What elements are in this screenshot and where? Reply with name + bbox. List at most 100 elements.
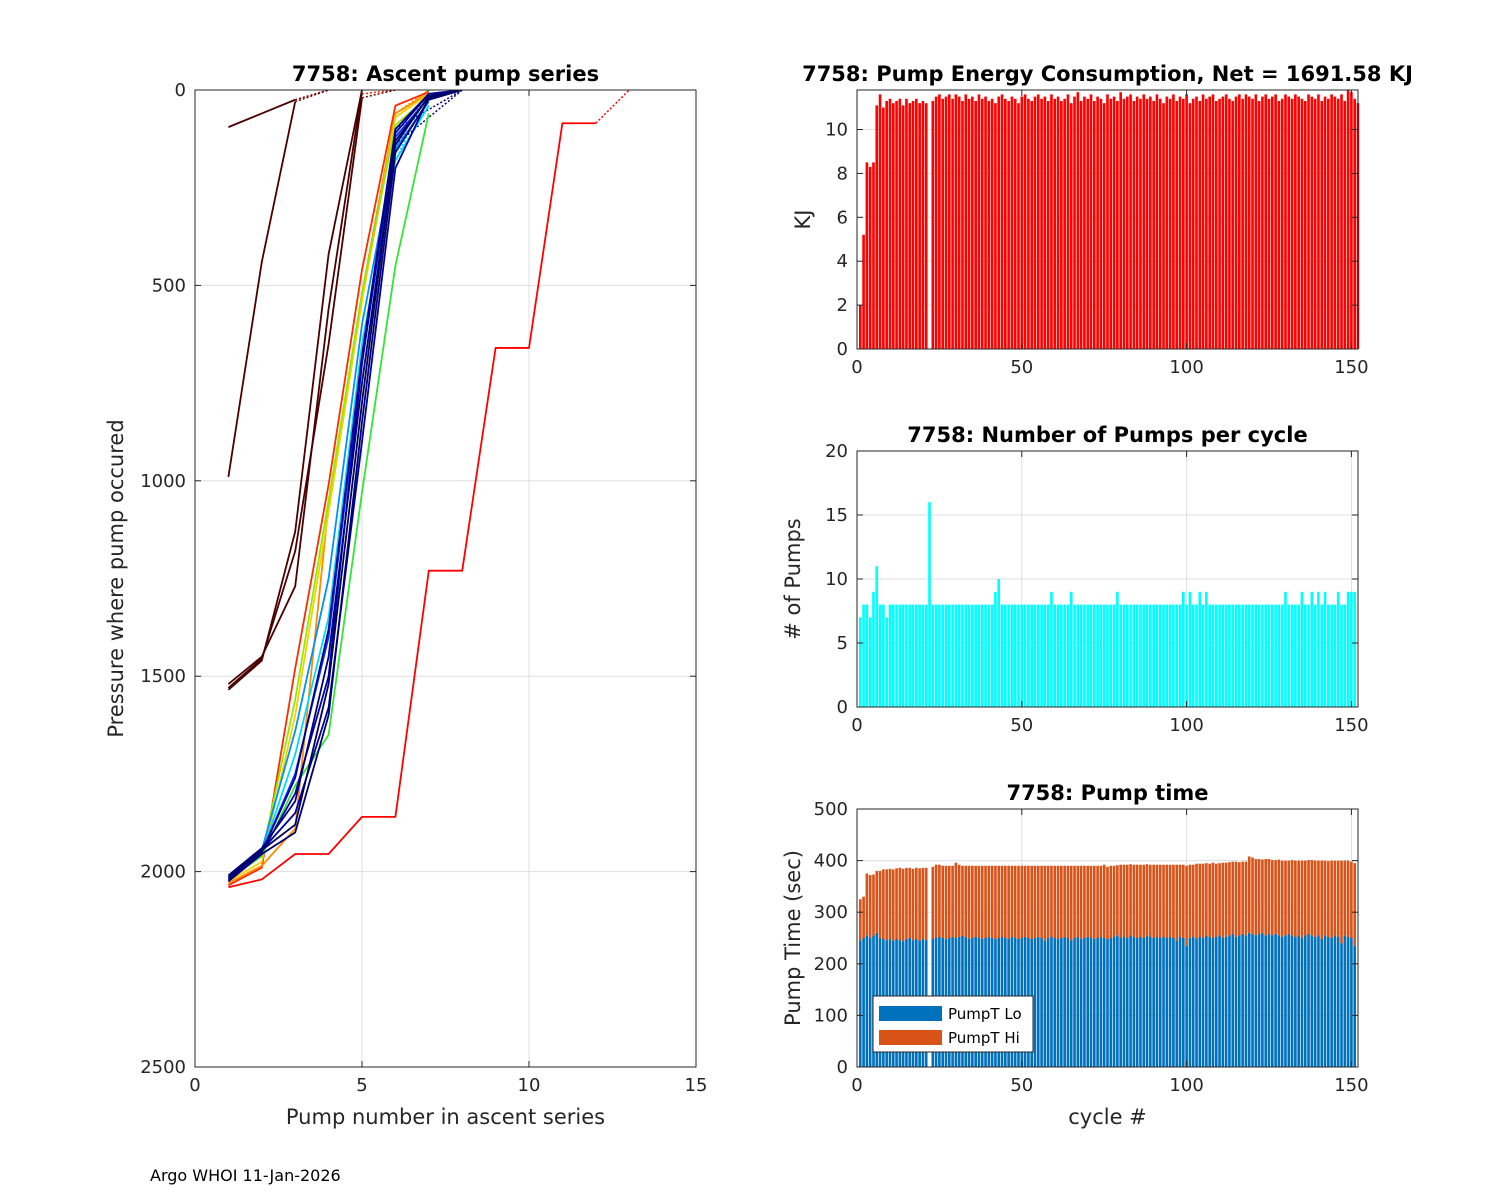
bar-pumpt-hi: [895, 868, 898, 940]
bar: [1238, 94, 1241, 349]
bar: [1234, 604, 1238, 707]
bar-pumpt-lo: [858, 940, 862, 1067]
bar: [1139, 98, 1142, 349]
bar-pumpt-lo: [1201, 938, 1205, 1067]
bar-pumpt-hi: [901, 868, 905, 942]
y-tick-label: 1500: [140, 666, 186, 687]
bar: [1020, 604, 1024, 707]
bar-pumpt-lo: [1152, 938, 1155, 1067]
bar: [1343, 604, 1347, 707]
bar-pumpt-hi: [961, 865, 964, 936]
y-tick-label: 300: [814, 902, 848, 923]
bar: [1228, 98, 1231, 349]
bar: [918, 604, 921, 707]
bar: [1251, 98, 1254, 349]
bar-pumpt-hi: [1188, 864, 1192, 938]
bar: [878, 604, 882, 707]
surface-link: [394, 90, 430, 115]
bar: [898, 98, 902, 349]
x-tick-label: 100: [1169, 1075, 1203, 1096]
bar: [1310, 96, 1314, 349]
bar: [885, 617, 888, 707]
bar: [1132, 100, 1136, 349]
bar: [862, 604, 865, 707]
bar: [1066, 94, 1070, 349]
bar-pumpt-hi: [1116, 865, 1119, 936]
bar: [961, 604, 964, 707]
bar: [1343, 100, 1347, 349]
bar: [1191, 98, 1195, 349]
bar: [1013, 604, 1017, 707]
bar: [1142, 94, 1146, 349]
bar-pumpt-hi: [1307, 860, 1310, 934]
bar-pumpt-hi: [944, 865, 948, 940]
bar-pumpt-hi: [1102, 864, 1106, 938]
bar: [1270, 604, 1274, 707]
bar: [915, 98, 918, 349]
bar: [1313, 604, 1317, 707]
bar: [1076, 92, 1080, 349]
bar-pumpt-hi: [1139, 864, 1142, 937]
bar: [1254, 604, 1258, 707]
bar: [1346, 90, 1350, 349]
y-axis-label: # of Pumps: [781, 518, 805, 640]
bar-pumpt-hi: [977, 865, 981, 938]
bar-pumpt-lo: [1119, 938, 1123, 1067]
bar: [1188, 591, 1192, 707]
bar-pumpt-lo: [1142, 938, 1146, 1067]
bar: [1165, 604, 1169, 707]
bar-pumpt-lo: [1155, 936, 1159, 1067]
bar-pumpt-lo: [1191, 936, 1195, 1067]
bar-pumpt-lo: [1125, 938, 1129, 1067]
bar: [921, 100, 925, 349]
bar: [1168, 604, 1172, 707]
x-tick-label: 100: [1169, 715, 1203, 736]
bar: [1290, 98, 1294, 349]
bar-pumpt-lo: [1079, 939, 1083, 1067]
bar: [1277, 604, 1281, 707]
bar: [1155, 604, 1159, 707]
bar-pumpt-hi: [1327, 861, 1330, 937]
bar: [1046, 100, 1050, 349]
bar: [1102, 103, 1106, 349]
bar: [1208, 604, 1211, 707]
bar: [901, 604, 905, 707]
bar-pumpt-lo: [1181, 938, 1185, 1067]
bar: [1300, 591, 1304, 707]
bar-pumpt-hi: [1060, 865, 1063, 938]
bar-pumpt-hi: [1228, 862, 1231, 936]
bar-pumpt-hi: [938, 864, 941, 937]
bar-pumpt-hi: [1201, 863, 1205, 938]
bar-pumpt-hi: [1020, 865, 1024, 938]
bar: [1257, 100, 1261, 349]
bar: [865, 604, 869, 707]
bar-pumpt-lo: [1129, 935, 1132, 1067]
bar: [947, 94, 951, 349]
bar-pumpt-lo: [1280, 936, 1284, 1067]
bar: [1307, 94, 1310, 349]
bar: [957, 96, 961, 349]
bar: [997, 96, 1001, 349]
bar: [1063, 98, 1066, 349]
bar-pumpt-hi: [875, 870, 879, 933]
data-marks: [858, 502, 1357, 707]
bar-pumpt-hi: [1208, 863, 1211, 937]
bar: [1000, 94, 1004, 349]
bar-pumpt-hi: [1004, 865, 1007, 938]
bar-pumpt-lo: [868, 938, 872, 1067]
bar: [1287, 96, 1291, 349]
bar: [895, 604, 898, 707]
bar: [1333, 604, 1337, 707]
bar-pumpt-lo: [1340, 943, 1343, 1067]
bar: [964, 94, 968, 349]
bar: [1158, 98, 1162, 349]
series-line: [227, 90, 463, 883]
series-line: [228, 122, 596, 889]
bar: [1323, 96, 1327, 349]
bar-pumpt-hi: [967, 865, 971, 940]
bar: [1112, 604, 1116, 707]
bar-pumpt-hi: [1195, 863, 1198, 940]
bar: [1247, 604, 1251, 707]
bar-pumpt-lo: [1320, 939, 1324, 1067]
bar: [984, 604, 987, 707]
